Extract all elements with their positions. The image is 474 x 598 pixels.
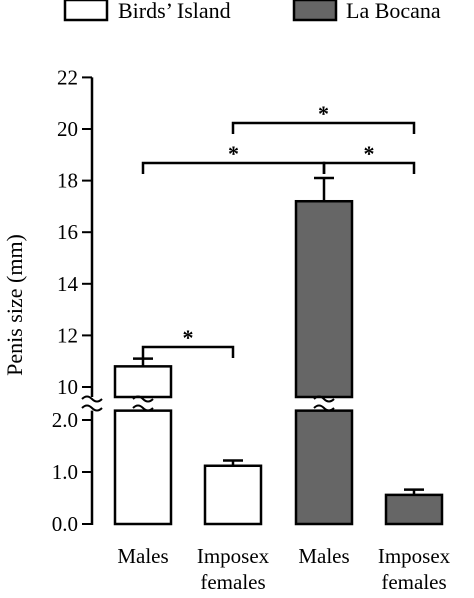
y-tick-label: 22 (57, 65, 78, 89)
legend-swatch-birds-island (63, 0, 109, 22)
y-tick-label: 18 (57, 169, 78, 193)
significance-brackets: * * * * (141, 101, 416, 358)
significance-bracket (141, 345, 235, 358)
legend-label-la-bocana: La Bocana (346, 0, 441, 23)
significance-star: * (183, 325, 194, 350)
category-label: Imposex (197, 544, 270, 568)
category-label-line2: females (381, 570, 446, 594)
significance-star: * (318, 101, 329, 126)
bar-break-mark (132, 404, 154, 412)
bar-break-mark (132, 395, 154, 403)
bars (113, 176, 444, 526)
significance-star: * (228, 141, 239, 166)
category-label: Males (117, 544, 168, 568)
y-axis-break-mark (81, 404, 103, 412)
category-label-line2: females (200, 570, 265, 594)
legend: Birds’ Island La Bocana (63, 0, 441, 23)
significance-star: * (364, 141, 375, 166)
y-axis: 0.0 1.0 2.0 10 12 14 16 18 20 22 (52, 65, 103, 536)
y-axis-break-mark (81, 395, 103, 403)
bar (384, 493, 444, 526)
significance-bracket (322, 161, 416, 174)
y-tick-label: 14 (57, 272, 79, 296)
y-axis-label: Penis size (mm) (2, 234, 27, 376)
y-tick-label: 0.0 (52, 512, 78, 536)
y-tick-label: 2.0 (52, 408, 78, 432)
legend-swatch-la-bocana (292, 0, 338, 22)
y-tick-label: 12 (57, 323, 78, 347)
category-label: Imposex (378, 544, 451, 568)
y-tick-label: 10 (57, 375, 78, 399)
bar (203, 464, 263, 526)
bar-upper-segment (294, 199, 354, 399)
y-tick-label: 16 (57, 220, 78, 244)
bar-lower-segment (294, 409, 354, 526)
category-label: Males (298, 544, 349, 568)
bar-break-mark (313, 404, 335, 412)
significance-bracket (231, 121, 416, 134)
legend-label-birds-island: Birds’ Island (118, 0, 231, 23)
y-tick-label: 20 (57, 117, 78, 141)
bar-lower-segment (113, 409, 173, 526)
bar-upper-segment (113, 365, 173, 399)
bar-break-mark (313, 395, 335, 403)
y-tick-label: 1.0 (52, 460, 78, 484)
